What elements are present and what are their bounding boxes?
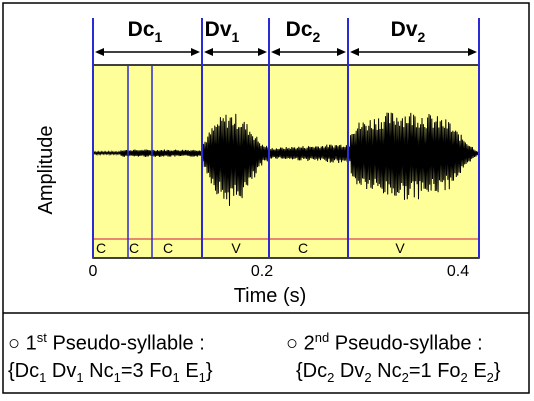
waveform-trace [92,112,480,206]
caption-first-set: {Dc1 Dv1 Nc1=3 Fo1 E1} [8,360,213,385]
outer-border [2,2,530,394]
segment-label-dv2: Dv2 [391,18,426,45]
phone-label-c3: C [163,240,173,256]
x-axis-label: Time (s) [234,285,307,307]
segment-label-dc1: Dc1 [128,18,163,45]
phone-label-c1: C [96,240,106,256]
caption-second-set: {Dc2 Dv2 Nc2=1 Fo2 E2} [296,360,501,385]
segment-label-dc2: Dc2 [286,18,321,45]
y-axis-label: Amplitude [35,126,57,215]
segment-arrow-right-1 [258,48,267,56]
segment-arrow-right-0 [191,48,200,56]
segment-arrows [95,48,477,56]
segment-arrow-left-3 [350,48,359,56]
segment-arrow-left-2 [271,48,280,56]
phone-label-v2: V [395,240,405,256]
phone-label-c4: C [298,240,308,256]
waveform [92,112,480,206]
segment-arrow-right-3 [468,48,477,56]
x-tick-label-1: 0.2 [251,263,273,280]
segment-arrow-left-0 [95,48,104,56]
segment-arrow-right-2 [337,48,346,56]
phone-label-v1: V [231,240,241,256]
x-tick-label-2: 0.4 [447,263,469,280]
phone-label-c2: C [129,240,139,256]
segment-arrow-left-1 [204,48,213,56]
caption-first-title: ○ 1st Pseudo-syllable : [8,330,205,355]
caption-second-title: ○ 2nd Pseudo-syllabe : [286,330,483,355]
segment-label-dv1: Dv1 [205,18,240,45]
x-tick-label-0: 0 [89,263,98,280]
segment-boundaries [92,18,480,258]
